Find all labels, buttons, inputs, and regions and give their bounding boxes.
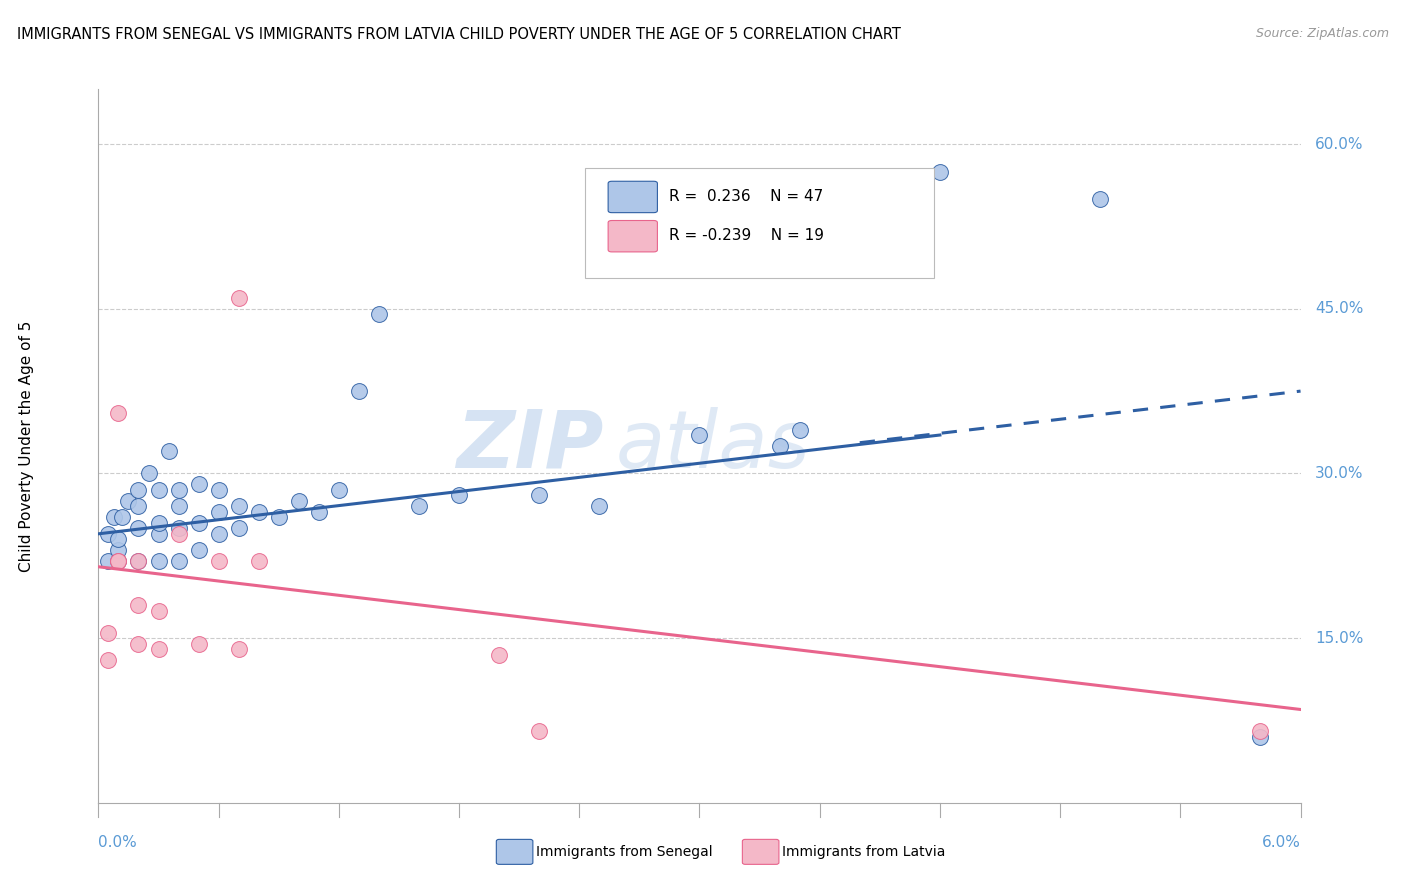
Point <box>187 477 209 491</box>
Point <box>688 428 710 442</box>
Point <box>187 516 209 530</box>
Point <box>288 494 311 508</box>
Point <box>128 554 150 568</box>
FancyBboxPatch shape <box>609 181 658 212</box>
Point <box>128 500 150 514</box>
Text: Immigrants from Senegal: Immigrants from Senegal <box>536 845 713 859</box>
Text: R = -0.239    N = 19: R = -0.239 N = 19 <box>669 228 824 243</box>
Point <box>111 510 134 524</box>
Point <box>529 488 551 502</box>
Point <box>148 526 170 541</box>
Point <box>148 554 170 568</box>
Point <box>247 505 270 519</box>
Point <box>347 384 370 398</box>
Point <box>167 521 190 535</box>
Point <box>228 521 250 535</box>
Point <box>107 533 129 547</box>
FancyBboxPatch shape <box>585 168 934 278</box>
Point <box>148 604 170 618</box>
Point <box>488 648 510 662</box>
Text: Immigrants from Latvia: Immigrants from Latvia <box>782 845 945 859</box>
Text: 60.0%: 60.0% <box>1315 136 1364 152</box>
Point <box>408 500 430 514</box>
Point <box>1250 724 1272 739</box>
Point <box>208 554 231 568</box>
Point <box>107 554 129 568</box>
Text: IMMIGRANTS FROM SENEGAL VS IMMIGRANTS FROM LATVIA CHILD POVERTY UNDER THE AGE OF: IMMIGRANTS FROM SENEGAL VS IMMIGRANTS FR… <box>17 27 901 42</box>
Point <box>929 164 952 178</box>
Point <box>447 488 470 502</box>
Point <box>247 554 270 568</box>
Point <box>368 307 391 321</box>
Point <box>529 724 551 739</box>
Point <box>97 554 120 568</box>
Text: Source: ZipAtlas.com: Source: ZipAtlas.com <box>1256 27 1389 40</box>
Point <box>128 483 150 497</box>
Point <box>97 526 120 541</box>
Point <box>148 516 170 530</box>
Point <box>107 554 129 568</box>
Point <box>228 500 250 514</box>
Point <box>167 500 190 514</box>
Point <box>208 505 231 519</box>
Text: 15.0%: 15.0% <box>1315 631 1364 646</box>
Point <box>167 526 190 541</box>
Text: atlas: atlas <box>616 407 810 485</box>
Point <box>328 483 350 497</box>
Point <box>128 598 150 612</box>
Point <box>117 494 139 508</box>
Point <box>103 510 125 524</box>
Text: 30.0%: 30.0% <box>1315 466 1364 481</box>
Point <box>228 642 250 657</box>
Point <box>187 543 209 558</box>
Point <box>138 467 160 481</box>
Point <box>768 439 790 453</box>
Point <box>1250 730 1272 744</box>
Point <box>97 653 120 667</box>
Point <box>167 483 190 497</box>
Point <box>148 642 170 657</box>
Point <box>187 637 209 651</box>
Point <box>107 543 129 558</box>
Point <box>167 554 190 568</box>
Point <box>97 625 120 640</box>
Text: ZIP: ZIP <box>456 407 603 485</box>
Point <box>128 554 150 568</box>
Point <box>208 483 231 497</box>
Text: Child Poverty Under the Age of 5: Child Poverty Under the Age of 5 <box>18 320 34 572</box>
Point <box>128 521 150 535</box>
Point <box>1090 192 1112 206</box>
Text: R =  0.236    N = 47: R = 0.236 N = 47 <box>669 189 824 203</box>
Point <box>128 637 150 651</box>
Text: 6.0%: 6.0% <box>1261 835 1301 850</box>
Point <box>228 291 250 305</box>
Point <box>107 406 129 420</box>
Point <box>157 444 180 458</box>
Point <box>208 526 231 541</box>
Point <box>588 500 610 514</box>
Point <box>107 554 129 568</box>
Point <box>789 423 811 437</box>
FancyBboxPatch shape <box>609 220 658 252</box>
Point <box>267 510 290 524</box>
Point <box>148 483 170 497</box>
Text: 0.0%: 0.0% <box>98 835 138 850</box>
Text: 45.0%: 45.0% <box>1315 301 1364 317</box>
Point <box>308 505 330 519</box>
